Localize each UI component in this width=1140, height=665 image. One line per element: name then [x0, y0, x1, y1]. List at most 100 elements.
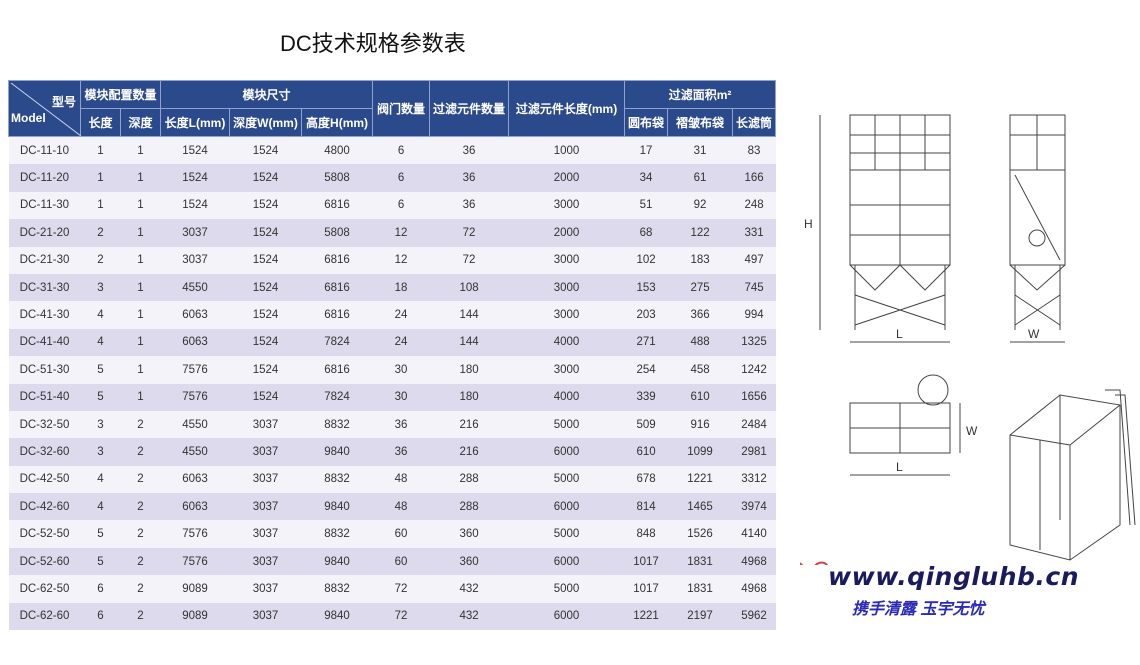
side-w-label: W [1028, 327, 1040, 341]
size-l-cell: 4550 [160, 410, 230, 439]
size-h-cell: 6816 [301, 246, 373, 274]
size-w-cell: 1524 [229, 164, 302, 192]
model-cell: DC-42-50 [8, 465, 81, 494]
module-length-cell: 3 [80, 273, 121, 302]
model-cell: DC-42-60 [8, 493, 81, 521]
size-w-cell: 3037 [229, 465, 302, 494]
filter-length-cell: 6000 [508, 438, 625, 466]
pleated-bag-header: 褶皱布袋 [667, 108, 734, 137]
isometric-view-drawing [1009, 389, 1136, 561]
filter-count-cell: 108 [429, 273, 509, 302]
round-bag-area-cell: 203 [624, 301, 668, 329]
model-cell: DC-52-50 [8, 520, 81, 548]
round-bag-area-cell: 254 [624, 356, 668, 384]
table-row: DC-32-60 3 2 4550 3037 9840 36 216 6000 610 1099 29… [8, 438, 776, 466]
filter-count-cell: 360 [429, 520, 509, 548]
cartridge-area-cell: 248 [732, 191, 776, 220]
cartridge-area-cell: 3974 [732, 493, 776, 521]
filter-length-cell: 3000 [508, 246, 625, 274]
model-cell: DC-51-30 [8, 356, 81, 384]
pleated-bag-area-cell: 610 [667, 383, 733, 411]
table-row: DC-62-50 6 2 9089 3037 8832 72 432 5000 1017 1831 4… [8, 575, 776, 603]
valves-cell: 24 [372, 328, 430, 357]
filter-count-cell: 36 [429, 191, 509, 220]
size-w-cell: 1524 [229, 273, 302, 302]
size-w-cell: 3037 [229, 410, 302, 439]
table-row: DC-31-30 3 1 4550 1524 6816 18 108 3000 153 275 745 [8, 273, 776, 302]
size-h-cell: 7824 [301, 328, 373, 357]
valves-cell: 60 [372, 520, 430, 548]
table-row: DC-11-20 1 1 1524 1524 5808 6 36 2000 34 61 166 [8, 164, 776, 192]
filter-length-cell: 6000 [508, 493, 625, 521]
size-w-cell: 1524 [229, 383, 302, 411]
module-depth-cell: 1 [120, 328, 161, 357]
filter-length-cell: 4000 [508, 328, 625, 357]
module-depth-cell: 1 [120, 356, 161, 384]
valves-cell: 72 [372, 602, 430, 631]
module-depth-cell: 2 [120, 520, 161, 548]
cartridge-area-cell: 166 [732, 164, 776, 192]
table-row: DC-21-20 2 1 3037 1524 5808 12 72 2000 68 122 331 [8, 219, 776, 247]
size-h-cell: 8832 [301, 410, 373, 439]
valves-header: 阀门数量 [372, 80, 431, 137]
size-h-cell: 9840 [301, 493, 373, 521]
valves-cell: 12 [372, 219, 430, 247]
front-l-label: L [896, 327, 903, 341]
pleated-bag-area-cell: 366 [667, 301, 733, 329]
size-w-cell: 1524 [229, 356, 302, 384]
filter-count-cell: 36 [429, 164, 509, 192]
model-header-cell: 型号 Model [8, 80, 81, 137]
valves-cell: 48 [372, 465, 430, 494]
module-depth-cell: 1 [120, 273, 161, 302]
module-length-cell: 2 [80, 219, 121, 247]
valves-cell: 36 [372, 410, 430, 439]
model-cell: DC-11-10 [8, 136, 81, 165]
filter-count-cell: 72 [429, 246, 509, 274]
cartridge-area-cell: 331 [732, 219, 776, 247]
round-bag-area-cell: 610 [624, 438, 668, 466]
valves-cell: 6 [372, 164, 430, 192]
diagonal-divider [10, 82, 81, 136]
cartridge-area-cell: 4968 [732, 575, 776, 603]
pleated-bag-area-cell: 31 [667, 136, 733, 165]
round-bag-area-cell: 339 [624, 383, 668, 411]
table-row: DC-21-30 2 1 3037 1524 6816 12 72 3000 102 183 497 [8, 246, 776, 274]
filter-length-cell: 6000 [508, 547, 625, 576]
pleated-bag-area-cell: 1831 [667, 547, 733, 576]
bird-logo [800, 561, 828, 565]
cartridge-area-cell: 1242 [732, 356, 776, 384]
filter-length-cell: 5000 [508, 520, 625, 548]
size-l-header: 长度L(mm) [160, 108, 231, 137]
pleated-bag-area-cell: 92 [667, 191, 733, 220]
valves-cell: 30 [372, 383, 430, 411]
size-w-cell: 1524 [229, 219, 302, 247]
valves-cell: 30 [372, 356, 430, 384]
size-l-cell: 6063 [160, 328, 230, 357]
filter-length-cell: 6000 [508, 602, 625, 631]
size-h-cell: 9840 [301, 602, 373, 631]
module-length-cell: 4 [80, 328, 121, 357]
table-row: DC-11-30 1 1 1524 1524 6816 6 36 3000 51 92 248 [8, 191, 776, 220]
size-l-cell: 9089 [160, 575, 230, 603]
filter-length-header: 过滤元件长度(mm) [508, 80, 626, 137]
size-h-cell: 6816 [301, 356, 373, 384]
filter-length-cell: 5000 [508, 465, 625, 494]
model-cell: DC-11-30 [8, 191, 81, 220]
size-h-cell: 7824 [301, 383, 373, 411]
valves-cell: 6 [372, 136, 430, 165]
pleated-bag-area-cell: 61 [667, 164, 733, 192]
model-cell: DC-41-40 [8, 328, 81, 357]
model-cell: DC-52-60 [8, 547, 81, 576]
depth-header: 深度 [119, 108, 162, 137]
size-w-cell: 1524 [229, 246, 302, 274]
size-h-cell: 5808 [301, 164, 373, 192]
module-length-cell: 1 [80, 136, 121, 165]
filter-count-cell: 180 [429, 383, 509, 411]
cartridge-area-cell: 994 [732, 301, 776, 329]
filter-length-cell: 2000 [508, 164, 625, 192]
module-depth-cell: 2 [120, 575, 161, 603]
watermark-slogan: 携手清露 玉宇无忧 [852, 601, 985, 618]
round-bag-area-cell: 1017 [624, 547, 668, 576]
table-row: DC-62-60 6 2 9089 3037 9840 72 432 6000 1221 2197 5… [8, 602, 776, 631]
size-l-cell: 7576 [160, 520, 230, 548]
